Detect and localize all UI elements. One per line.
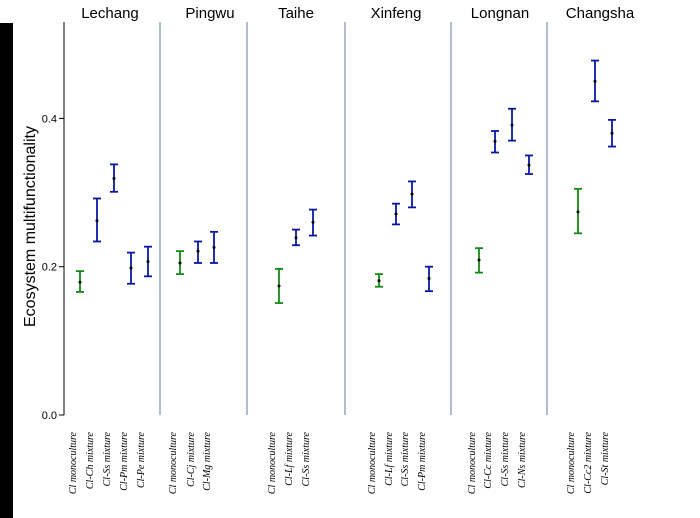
category-label: Cl-Ss mixture [102,431,113,486]
error-bar [275,268,283,304]
site-label-longnan: Longnan [471,5,529,22]
category-label: Cl-Pe mixture [136,431,147,488]
error-bar [375,273,383,288]
error-bar [408,180,416,209]
mean-point [427,277,431,281]
category-label: Cl-Cc mixture [483,431,494,488]
y-tick-label: 0.4 [42,113,57,125]
category-labels: Cl monoculture Cl-Ch mixture Cl-Ss mixture… [68,431,611,494]
category-label: Cl-Ss mixture [400,431,411,486]
category-label: Cl-Ch mixture [85,431,96,489]
mean-point [527,163,531,167]
mean-point [178,261,182,265]
error-bar [292,228,300,247]
error-bar [127,251,135,285]
category-label: Cl monoculture [566,431,577,494]
site-label-pingwu: Pingwu [185,5,234,22]
category-label: Cl-Lf mixture [284,431,295,485]
mean-point [294,236,298,240]
category-label: Cl-Ns mixture [517,431,528,488]
category-label: Cl-Mg mixture [202,431,213,490]
site-labels: Lechang Pingwu Taihe Xinfeng Longnan Changsha [81,5,635,22]
error-bar [525,154,533,175]
error-bar [210,230,218,264]
error-bar [491,130,499,154]
error-bar [93,197,101,243]
site-label-xinfeng: Xinfeng [371,5,422,22]
mean-point [410,192,414,196]
mean-point [576,210,580,214]
mean-point [129,266,133,270]
mean-point [593,79,597,83]
category-label: Cl-Pm mixture [417,431,428,490]
category-label: Cl monoculture [367,431,378,494]
mean-point [311,220,315,224]
error-bar [608,118,616,148]
mean-point [112,176,116,180]
error-bar [392,202,400,226]
site-label-lechang: Lechang [81,5,139,22]
category-label: Cl monoculture [467,431,478,494]
error-bar [508,107,516,142]
category-label: Cl monoculture [168,431,179,494]
category-label: Cl-Ss mixture [301,431,312,486]
mean-point [610,131,614,135]
error-bars [76,59,616,304]
category-label: Cl-Pm mixture [119,431,130,490]
error-bar [425,265,433,293]
category-label: Cl-Cc2 mixture [583,431,594,493]
site-dividers [159,22,548,415]
error-bar [309,208,317,237]
y-tick-label: 0.0 [42,410,57,422]
mean-point [146,260,150,264]
error-bar [110,163,118,193]
category-label: Cl-Lf mixture [384,431,395,485]
mean-point [277,284,281,288]
category-label: Cl monoculture [68,431,79,494]
mean-point [78,280,82,284]
mean-point [493,139,497,143]
error-bar [76,270,84,293]
y-axis-label: Ecosystem multifunctionality [22,126,39,327]
mean-point [510,123,514,127]
y-tick-label: 0.2 [42,262,57,274]
category-label: Cl monoculture [267,431,278,494]
mean-point [212,245,216,249]
mean-point [196,249,200,253]
mean-point [377,279,381,283]
error-bar [591,59,599,103]
error-bar [194,240,202,264]
mean-point [95,219,99,223]
category-label: Cl-Ss mixture [500,431,511,486]
mean-point [394,212,398,216]
mean-point [477,258,481,262]
left-edge-bar [0,23,13,518]
error-bar [475,247,483,274]
category-label: Cl-St mixture [600,431,611,485]
site-label-changsha: Changsha [566,5,635,22]
error-bar [574,187,582,235]
category-label: Cl-Cj mixture [186,431,197,486]
y-axis: 0.0 0.2 0.4 [42,22,65,422]
site-label-taihe: Taihe [278,5,314,22]
error-bar [144,245,152,278]
error-bar [176,250,184,276]
